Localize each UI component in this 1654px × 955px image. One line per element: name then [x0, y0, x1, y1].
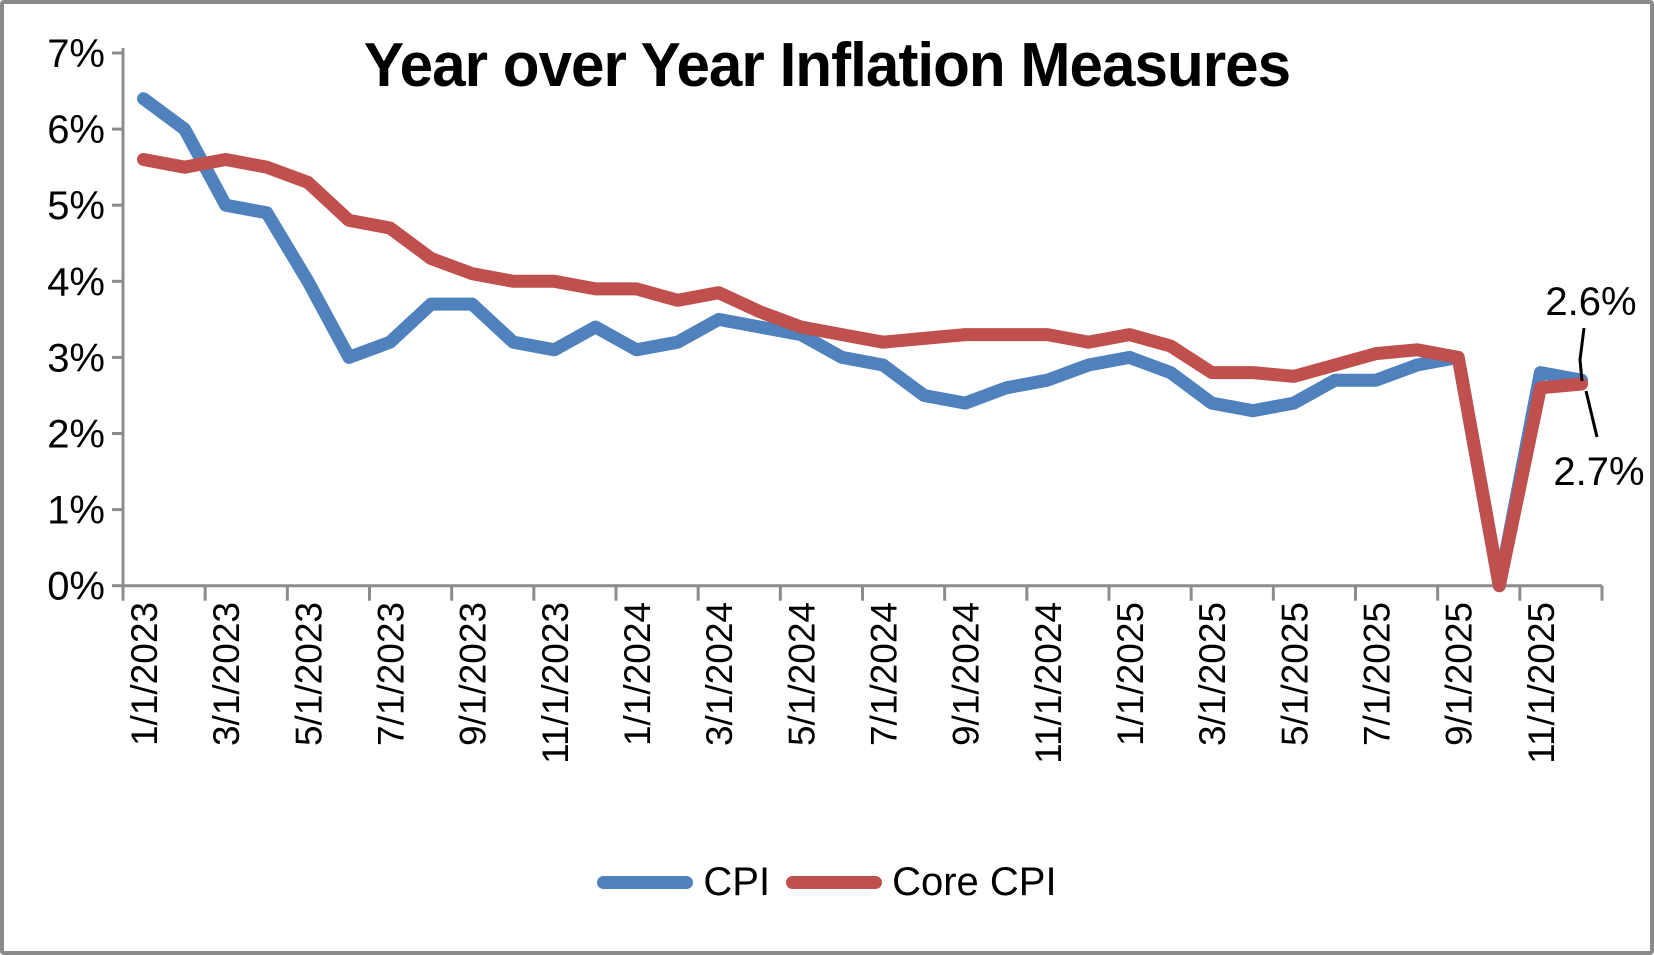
y-tick-label: 2% [47, 413, 105, 457]
y-tick-label: 0% [47, 565, 105, 609]
y-tick-label: 5% [47, 184, 105, 228]
cpi-line-swatch [597, 876, 694, 889]
legend-item-cpi[interactable]: CPI [597, 860, 770, 905]
x-tick-label: 1/1/2025 [1110, 602, 1151, 746]
series-line-cpi[interactable] [137, 92, 1588, 593]
x-tick-label: 7/1/2025 [1357, 602, 1398, 746]
x-tick-label: 5/1/2023 [288, 602, 329, 746]
series-line-core-cpi[interactable] [137, 153, 1588, 593]
annotation-core-cpi-latest: 2.6% [1545, 280, 1637, 324]
x-tick-label: 7/1/2023 [371, 602, 412, 746]
legend: CPI Core CPI [4, 860, 1650, 905]
x-tick-label: 3/1/2025 [1192, 602, 1233, 746]
x-tick-label: 3/1/2023 [206, 602, 247, 746]
x-tick-label: 11/1/2023 [535, 602, 576, 764]
y-tick-label: 6% [47, 108, 105, 152]
legend-label-core-cpi: Core CPI [892, 860, 1057, 904]
y-tick-label: 1% [47, 489, 105, 533]
legend-label-cpi: CPI [703, 860, 771, 904]
x-tick-label: 9/1/2024 [946, 602, 987, 746]
core-cpi-line-swatch [786, 876, 883, 889]
x-tick-label: 7/1/2024 [864, 602, 905, 746]
x-tick-label: 11/1/2025 [1521, 602, 1562, 764]
x-tick-label: 1/1/2024 [617, 602, 658, 746]
x-tick-label: 9/1/2025 [1439, 602, 1480, 746]
x-tick-label: 3/1/2024 [699, 602, 740, 746]
leader-line-cpi [1584, 390, 1599, 438]
x-tick-label: 9/1/2023 [453, 602, 494, 746]
y-tick-label: 3% [47, 336, 105, 380]
legend-item-core-cpi[interactable]: Core CPI [786, 860, 1057, 905]
chart-title: Year over Year Inflation Measures [363, 31, 1291, 100]
x-tick-label: 11/1/2024 [1028, 602, 1069, 764]
x-tick-label: 5/1/2024 [781, 602, 822, 746]
annotation-cpi-latest: 2.7% [1553, 450, 1645, 494]
x-tick-label: 5/1/2025 [1274, 602, 1315, 746]
leader-line-core-cpi [1578, 327, 1586, 382]
y-tick-label: 4% [47, 260, 105, 304]
y-tick-label: 7% [47, 32, 105, 76]
x-tick-label: 1/1/2023 [124, 602, 165, 746]
